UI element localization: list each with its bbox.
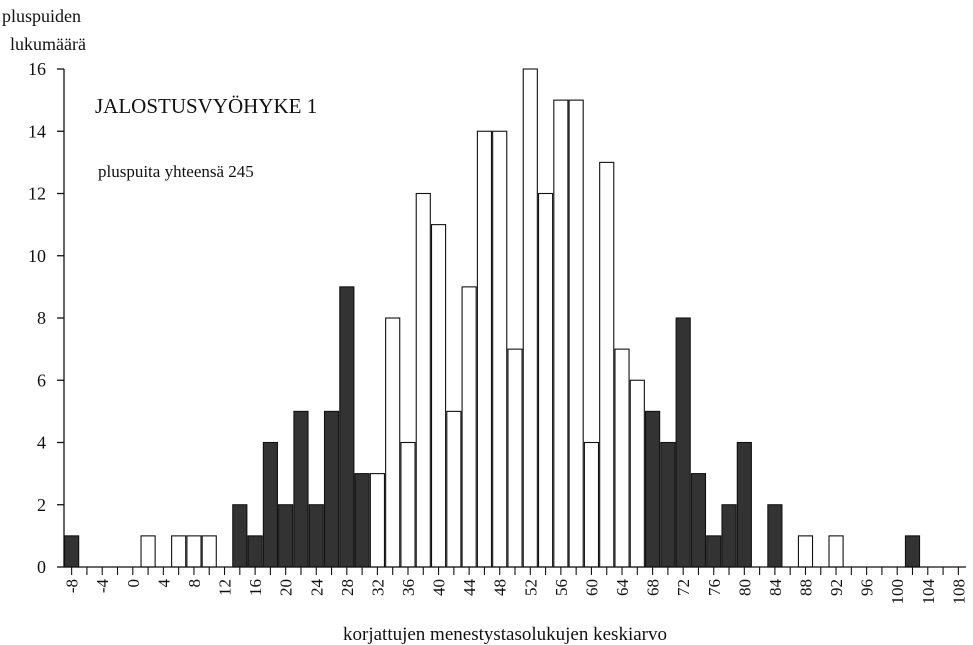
x-tick-label-60: 60 bbox=[582, 579, 601, 596]
y-tick-label-16: 16 bbox=[28, 59, 46, 79]
y-tick-label-12: 12 bbox=[28, 184, 46, 204]
bar-56 bbox=[553, 99, 569, 568]
bar-22 bbox=[293, 410, 309, 568]
bar-42 bbox=[446, 410, 462, 568]
bar-70 bbox=[660, 441, 676, 568]
bars-layer bbox=[64, 68, 921, 568]
bar-102 bbox=[904, 535, 921, 568]
x-tick-label-72: 72 bbox=[674, 579, 693, 596]
x-tick-label-8: 8 bbox=[185, 579, 204, 588]
x-tick-label-40: 40 bbox=[430, 579, 449, 596]
bar-18 bbox=[262, 441, 278, 568]
bar-2 bbox=[140, 535, 156, 568]
chart-title: JALOSTUSVYÖHYKE 1 bbox=[95, 94, 317, 118]
bar-40 bbox=[430, 224, 447, 568]
bar-46 bbox=[476, 130, 493, 568]
bar-62 bbox=[599, 161, 615, 568]
x-tick-label--8: -8 bbox=[63, 579, 82, 593]
x-tick-label-76: 76 bbox=[705, 579, 724, 596]
x-tick-label-84: 84 bbox=[766, 579, 785, 597]
x-tick-label-100: 100 bbox=[888, 579, 907, 605]
bar-66 bbox=[629, 379, 645, 568]
x-tick-label-80: 80 bbox=[735, 579, 754, 596]
chart-subtitle: pluspuita yhteensä 245 bbox=[98, 162, 254, 181]
bar-54 bbox=[537, 192, 554, 568]
x-tick-label-92: 92 bbox=[827, 579, 846, 596]
x-tick-label-108: 108 bbox=[949, 579, 968, 605]
x-tick-label--4: -4 bbox=[93, 579, 112, 594]
bar-58 bbox=[568, 99, 584, 568]
bar-26 bbox=[323, 410, 340, 568]
bar-6 bbox=[171, 535, 187, 568]
bar-72 bbox=[675, 317, 691, 568]
x-tick-label-16: 16 bbox=[246, 579, 265, 596]
bar-44 bbox=[461, 286, 477, 568]
x-tick-label-56: 56 bbox=[552, 579, 571, 596]
bar-76 bbox=[706, 535, 722, 568]
y-tick-label-2: 2 bbox=[37, 495, 46, 515]
y-tick-label-10: 10 bbox=[28, 246, 46, 266]
bar-38 bbox=[415, 192, 431, 568]
x-tick-label-20: 20 bbox=[277, 579, 296, 596]
bar-74 bbox=[690, 473, 707, 568]
bar-36 bbox=[400, 441, 416, 568]
bar-84 bbox=[767, 504, 783, 568]
bar-80 bbox=[736, 441, 752, 568]
x-axis-label: korjattujen menestystasolukujen keskiarv… bbox=[343, 624, 667, 645]
bar-52 bbox=[522, 68, 538, 568]
bar-32 bbox=[369, 473, 385, 568]
x-tick-label-96: 96 bbox=[858, 579, 877, 596]
y-tick-label-14: 14 bbox=[28, 121, 46, 141]
y-tick-label-8: 8 bbox=[37, 308, 46, 328]
x-tick-label-28: 28 bbox=[338, 579, 357, 596]
bar-34 bbox=[385, 317, 401, 568]
y-tick-label-0: 0 bbox=[37, 557, 46, 577]
x-tick-label-24: 24 bbox=[307, 579, 326, 597]
bar-48 bbox=[492, 130, 508, 568]
x-tick-label-44: 44 bbox=[460, 579, 479, 597]
x-tick-label-36: 36 bbox=[399, 579, 418, 596]
bar-88 bbox=[797, 535, 814, 568]
bar-50 bbox=[507, 348, 523, 568]
x-tick-label-64: 64 bbox=[613, 579, 632, 597]
bar-20 bbox=[278, 504, 294, 568]
y-axis-label-line-2: lukumäärä bbox=[10, 34, 86, 54]
bar-78 bbox=[721, 504, 737, 568]
bar-92 bbox=[828, 535, 844, 568]
x-tick-label-48: 48 bbox=[491, 579, 510, 596]
x-tick-label-68: 68 bbox=[644, 579, 663, 596]
x-tick-label-12: 12 bbox=[216, 579, 235, 596]
bar-10 bbox=[201, 535, 217, 568]
x-tick-label-4: 4 bbox=[154, 579, 173, 588]
bar-60 bbox=[583, 441, 600, 568]
y-axis-label-line-1: pluspuiden bbox=[2, 6, 81, 26]
bar-24 bbox=[308, 504, 324, 568]
x-tick-label-88: 88 bbox=[796, 579, 815, 596]
bar-64 bbox=[614, 348, 630, 568]
bar--8 bbox=[64, 535, 80, 568]
x-tick-label-104: 104 bbox=[919, 579, 938, 605]
bar-30 bbox=[354, 473, 370, 568]
bar-68 bbox=[644, 410, 661, 568]
bar-14 bbox=[232, 504, 248, 568]
bar-8 bbox=[186, 535, 202, 568]
y-tick-label-4: 4 bbox=[37, 433, 46, 453]
x-tick-label-32: 32 bbox=[368, 579, 387, 596]
x-tick-label-0: 0 bbox=[124, 579, 143, 588]
bar-28 bbox=[339, 286, 355, 568]
x-tick-label-52: 52 bbox=[521, 579, 540, 596]
y-tick-label-6: 6 bbox=[37, 370, 46, 390]
bar-16 bbox=[247, 535, 263, 568]
